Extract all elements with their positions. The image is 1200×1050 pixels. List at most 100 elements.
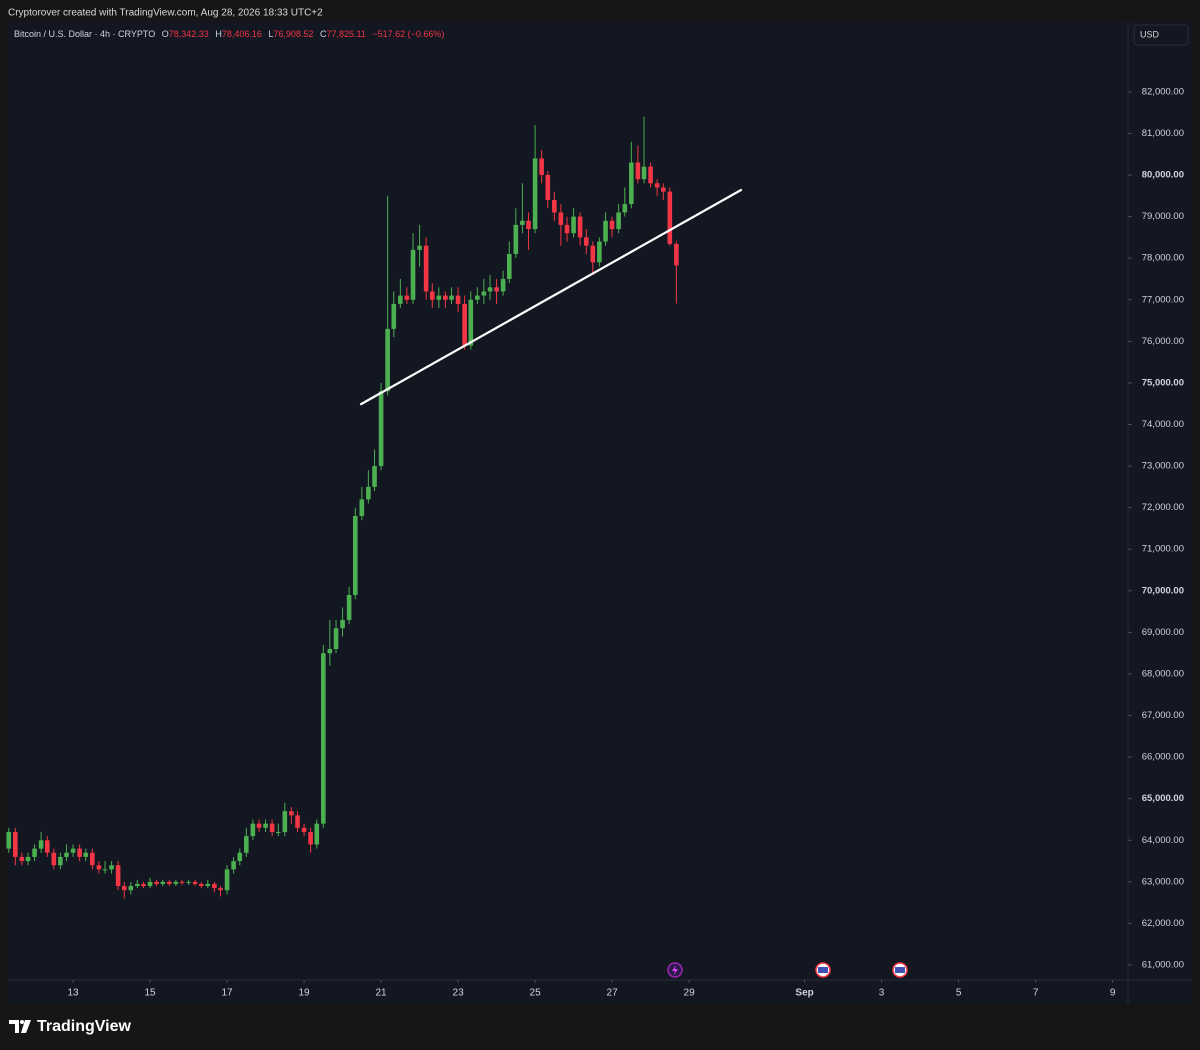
candle-body: [494, 287, 499, 292]
y-tick-label: 66,000.00: [1142, 752, 1184, 763]
candle-body: [147, 881, 153, 887]
y-tick-label: 72,000.00: [1142, 502, 1184, 513]
currency-box[interactable]: [1133, 24, 1189, 46]
candle-body: [635, 162, 641, 180]
candle-body: [25, 856, 31, 862]
candle-body: [205, 883, 211, 887]
candle-body: [558, 212, 564, 225]
candle-body: [603, 220, 608, 242]
candle-body: [58, 856, 63, 866]
ohlc-value: 77,825.11: [326, 29, 365, 39]
candle-body: [340, 619, 345, 629]
x-tick-label: 5: [956, 988, 962, 999]
x-tick-label: 3: [879, 988, 885, 999]
change: −517.62 (−0.66%): [372, 29, 444, 39]
candle-body: [506, 254, 512, 279]
candle-body: [449, 295, 454, 300]
candle-body: [513, 224, 519, 255]
y-tick-label: 76,000.00: [1142, 336, 1184, 347]
candle-body: [462, 303, 467, 346]
candle-body: [487, 287, 493, 292]
candle-body: [475, 295, 480, 300]
candle-body: [500, 278, 506, 292]
x-tick-label: 23: [453, 988, 465, 999]
brand-logo: [9, 1020, 31, 1033]
candle-body: [391, 303, 397, 329]
x-tick-label: 21: [376, 988, 388, 999]
candle-body: [6, 831, 12, 849]
y-tick-label: 63,000.00: [1142, 876, 1184, 887]
candle-body: [83, 852, 89, 857]
candle-body: [70, 848, 76, 853]
candle-body: [173, 881, 179, 884]
logo-mark: [20, 1020, 24, 1024]
candle-body: [436, 295, 442, 300]
y-tick-label: 67,000.00: [1142, 710, 1184, 721]
candle-body: [198, 883, 204, 887]
credit: Cryptorover created with TradingView.com…: [8, 8, 323, 19]
candle-body: [660, 187, 666, 192]
y-tick-label: 79,000.00: [1142, 211, 1184, 222]
candle-body: [154, 881, 159, 884]
y-tick-label: 73,000.00: [1142, 461, 1184, 472]
candle-body: [295, 815, 300, 828]
candle-body: [571, 216, 576, 234]
candle-body: [269, 823, 275, 832]
logo-mark: [21, 1020, 31, 1033]
y-tick-label: 82,000.00: [1142, 86, 1184, 97]
candle-body: [38, 840, 44, 849]
y-tick-label: 81,000.00: [1142, 128, 1184, 139]
ohlc-label: O: [162, 29, 169, 39]
candle-body: [641, 166, 647, 180]
candle-body: [532, 158, 538, 230]
candle-body: [552, 199, 557, 213]
y-tick-label: 69,000.00: [1142, 627, 1184, 638]
y-tick-label: 80,000.00: [1142, 170, 1184, 181]
candle-body: [564, 224, 570, 234]
y-tick-label: 64,000.00: [1142, 835, 1184, 846]
candle-body: [263, 823, 268, 828]
candle-body: [237, 852, 243, 862]
candle-body: [256, 823, 262, 828]
ohlc-label: H: [215, 29, 222, 39]
candle-body: [224, 869, 230, 891]
candle-body: [160, 881, 166, 884]
candle-body: [64, 852, 69, 857]
candle-body: [378, 391, 384, 467]
legend: Bitcoin / U.S. Dollar · 4h · CRYPTO O78,…: [14, 29, 444, 39]
candle-body: [539, 158, 544, 176]
candle-body: [96, 865, 102, 870]
chart-panel: [8, 22, 1192, 1003]
candle-body: [577, 216, 583, 238]
x-tick-label: 27: [607, 988, 619, 999]
candle-body: [667, 191, 673, 244]
candle-body: [629, 162, 634, 205]
candle-body: [289, 811, 294, 816]
candle-body: [51, 852, 57, 866]
candle-body: [616, 212, 621, 230]
x-tick-label: 29: [684, 988, 696, 999]
candle-body: [218, 888, 223, 891]
candle-body: [583, 237, 589, 246]
candle-body: [526, 220, 531, 230]
candle-body: [77, 848, 82, 857]
candle-body: [121, 886, 127, 891]
candle-body: [648, 166, 653, 184]
candle-body: [359, 499, 365, 516]
ohlc-label: L: [268, 29, 273, 39]
candle-body: [352, 515, 358, 595]
y-tick-label: 71,000.00: [1142, 544, 1184, 555]
candle-body: [417, 245, 422, 250]
candle-body: [179, 881, 185, 883]
candle-body: [366, 486, 371, 500]
ohlc-value: 78,342.33: [169, 29, 209, 39]
symbol-title: Bitcoin / U.S. Dollar · 4h · CRYPTO: [14, 29, 155, 39]
candle-body: [128, 886, 134, 891]
ohlc-value: 76,908.52: [273, 29, 313, 39]
candle-body: [455, 295, 461, 304]
candle-body: [301, 827, 307, 832]
candle-body: [186, 881, 191, 883]
candle-body: [32, 848, 37, 857]
ohlc-value: 78,406.16: [222, 29, 262, 39]
candle-body: [597, 241, 602, 263]
